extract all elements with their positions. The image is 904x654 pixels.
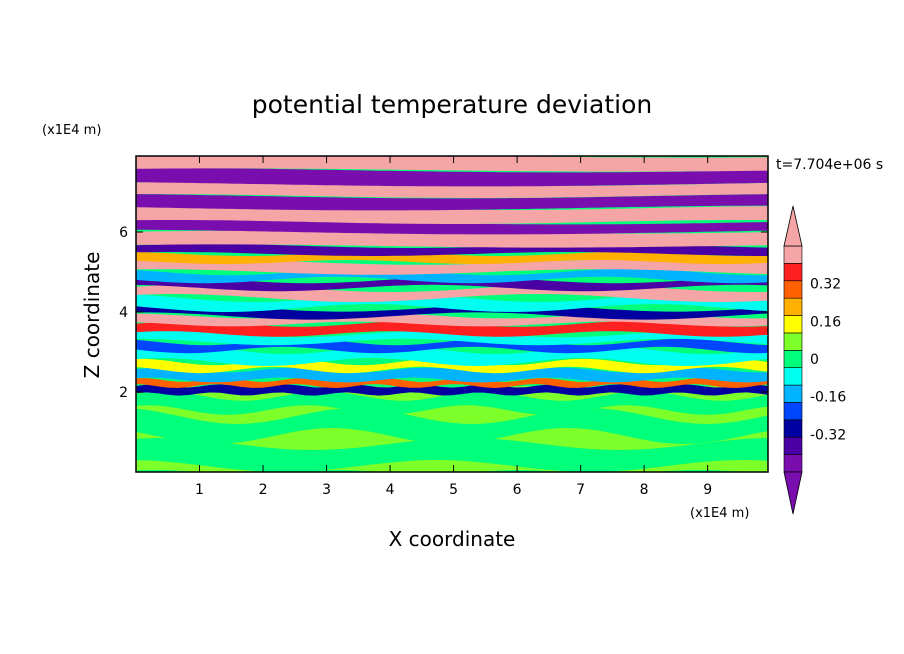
field-band [136,276,768,292]
field-band [136,346,768,366]
colorbar-extend-max [783,205,803,247]
x-unit-label: (x1E4 m) [690,506,749,521]
x-tick-label: 5 [449,482,458,498]
colorbar-swatch [783,280,803,299]
field-band [136,408,768,444]
colorbar-swatch [783,332,803,351]
y-axis: 2 4 6 [119,225,768,401]
x-tick-label: 6 [513,482,522,498]
colorbar-swatch [783,402,803,421]
colorbar: 0.32 0.16 0 -0.16 -0.32 [783,205,846,515]
time-label: t=7.704e+06 s [776,157,883,173]
field-band [136,156,768,172]
field-band [136,438,768,472]
colorbar-swatch [783,419,803,438]
field-band [136,206,768,224]
colorbar-extend-min [783,471,803,515]
x-tick-label: 9 [703,482,712,498]
field-band [136,321,768,337]
x-tick-label: 3 [322,482,331,498]
colorbar-swatch [783,263,803,282]
colorbar-swatch [783,245,803,264]
field-bands [136,156,768,472]
colorbar-swatch [783,297,803,316]
field-band [136,252,768,264]
x-tick-label: 8 [640,482,649,498]
x-tick-label: 7 [576,482,585,498]
colorbar-label: 0 [810,352,819,368]
colorbar-swatch [783,454,803,473]
x-axis: 1 2 3 4 5 6 7 8 9 [195,156,712,498]
colorbar-swatch [783,384,803,403]
field-band [136,167,768,187]
field-band [136,230,768,248]
field-band [136,194,768,211]
field-band [136,294,768,312]
x-tick-label: 4 [386,482,395,498]
x-tick-label: 2 [259,482,268,498]
field-band [136,182,768,198]
field-band [136,259,768,275]
field-band [136,330,768,346]
x-axis-label: X coordinate [389,527,516,551]
colorbar-swatch [783,436,803,455]
colorbar-label: 0.16 [810,314,841,330]
colorbar-swatch [783,350,803,368]
field-band [136,304,768,320]
y-unit-label: (x1E4 m) [42,123,101,138]
plot-frame [135,155,769,473]
y-tick-label: 4 [119,305,128,321]
colorbar-swatch [783,367,803,386]
field-band [136,219,768,235]
colorbar-label: -0.32 [810,427,846,443]
field-band [136,391,768,415]
y-tick-label: 6 [119,225,128,241]
y-axis-label: Z coordinate [80,252,104,379]
field-band [136,384,768,396]
heatmap-field [136,156,768,472]
chart-title: potential temperature deviation [252,90,652,119]
colorbar-label: 0.32 [810,277,841,293]
x-tick-label: 1 [195,482,204,498]
colorbar-label: -0.16 [810,390,846,406]
colorbar-swatch [783,315,803,334]
y-tick-label: 2 [119,385,128,401]
field-band [136,367,768,383]
